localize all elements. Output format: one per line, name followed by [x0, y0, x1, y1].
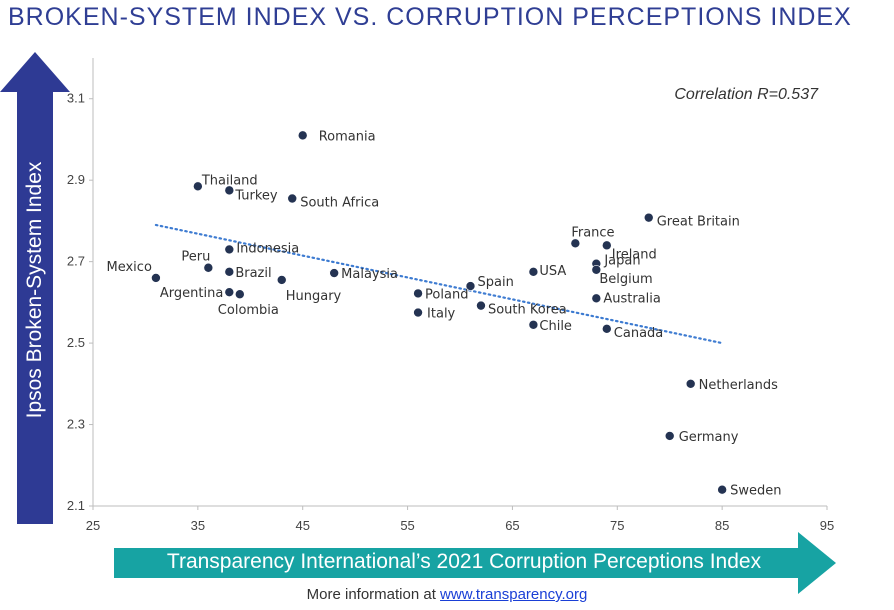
point-poland: [413, 288, 423, 299]
point-france: [570, 238, 581, 249]
point-label-peru: Peru: [181, 250, 210, 265]
point-thailand: [193, 181, 203, 192]
point-turkey: [224, 185, 235, 196]
point-hungary: [276, 275, 287, 285]
point-great-britain: [643, 212, 654, 223]
point-label-indonesia: Indonesia: [236, 241, 299, 256]
point-brazil: [224, 267, 235, 277]
point-label-japan: Japan: [603, 254, 640, 269]
point-label-south-korea: South Korea: [488, 303, 567, 318]
point-australia: [591, 293, 602, 304]
point-peru: [203, 262, 214, 273]
point-sweden: [717, 484, 727, 495]
point-label-italy: Italy: [427, 307, 456, 322]
point-label-mexico: Mexico: [107, 260, 152, 275]
point-canada: [601, 324, 612, 334]
x-axis-arrow: [114, 532, 836, 594]
x-tick-label: 75: [610, 518, 624, 533]
point-label-ireland: Ireland: [612, 247, 657, 262]
point-germany: [664, 431, 675, 441]
x-tick-label: 65: [505, 518, 519, 533]
point-label-argentina: Argentina: [160, 286, 223, 301]
point-label-turkey: Turkey: [234, 188, 278, 203]
point-label-chile: Chile: [539, 319, 572, 334]
tick-labels: 2.12.32.52.72.93.125 35 45 55 65 75 85 95: [67, 91, 834, 533]
point-label-belgium: Belgium: [599, 272, 652, 287]
correlation-annotation: Correlation R=0.537: [674, 86, 819, 103]
point-label-australia: Australia: [603, 291, 661, 306]
point-south-africa: [287, 193, 298, 204]
point-label-usa: USA: [539, 264, 566, 279]
point-japan: [591, 258, 602, 269]
point-label-hungary: Hungary: [286, 289, 342, 304]
point-label-romania: Romania: [319, 129, 376, 144]
point-label-spain: Spain: [477, 275, 513, 290]
transparency-link[interactable]: www.transparency.org: [440, 586, 588, 603]
point-label-poland: Poland: [425, 287, 468, 302]
x-tick-label: 55: [400, 518, 414, 533]
x-tick-label: 45: [295, 518, 309, 533]
point-belgium: [591, 264, 602, 275]
point-colombia: [235, 289, 245, 300]
point-indonesia: [224, 244, 235, 255]
x-tick-label: 25: [86, 518, 100, 533]
point-south-korea: [476, 300, 486, 311]
chart-title: BROKEN-SYSTEM INDEX VS. CORRUPTION PERCE…: [8, 3, 852, 31]
x-tick-label: 85: [715, 518, 729, 533]
point-label-france: France: [571, 225, 614, 240]
point-spain: [465, 281, 476, 291]
point-argentina: [224, 287, 235, 297]
point-label-germany: Germany: [679, 430, 739, 445]
point-label-brazil: Brazil: [235, 266, 271, 281]
point-italy: [413, 307, 423, 318]
footer-prefix: More information at: [306, 586, 441, 603]
point-label-sweden: Sweden: [730, 484, 781, 499]
point-label-colombia: Colombia: [218, 303, 279, 318]
point-malaysia: [329, 268, 339, 278]
point-mexico: [151, 273, 161, 283]
point-label-canada: Canada: [614, 326, 663, 341]
trendline-group: [154, 223, 724, 345]
point-chile: [528, 319, 539, 330]
y-axis-label: Ipsos Broken-System Index: [23, 161, 46, 419]
y-axis-arrow: [0, 52, 70, 524]
point-romania: [297, 130, 308, 141]
footer: More information at www.transparency.org: [0, 586, 894, 603]
point-label-south-africa: South Africa: [300, 196, 379, 211]
point-label-netherlands: Netherlands: [699, 378, 778, 393]
x-tick-label: 95: [820, 518, 834, 533]
point-netherlands: [685, 379, 696, 389]
point-label-thailand: Thailand: [201, 173, 258, 188]
x-tick-label: 35: [191, 518, 205, 533]
point-label-great-britain: Great Britain: [657, 215, 740, 230]
plot-axes: [89, 58, 828, 510]
point-usa: [528, 267, 539, 277]
trendline: [154, 223, 724, 345]
point-ireland: [601, 240, 612, 251]
point-label-malaysia: Malaysia: [341, 267, 398, 282]
x-axis-label: Transparency International’s 2021 Corrup…: [166, 550, 762, 573]
